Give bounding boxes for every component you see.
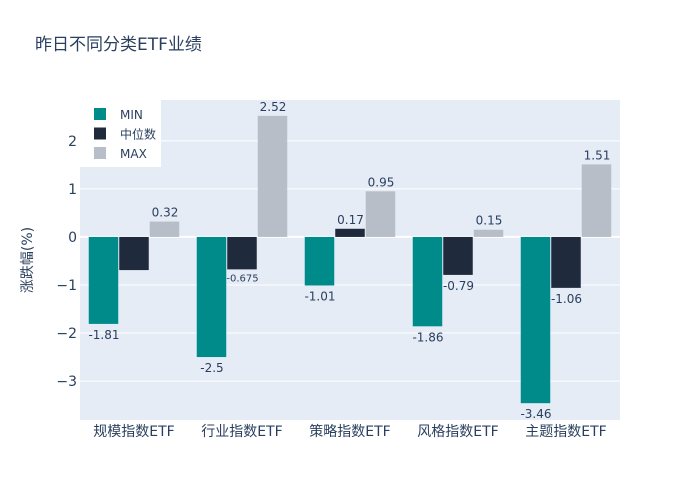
data-label: 0.15 [476, 214, 503, 228]
legend-item[interactable]: MAX [120, 147, 147, 161]
bar [551, 236, 581, 288]
data-label: -0.675 [226, 273, 258, 284]
data-label: 0.32 [152, 206, 179, 220]
y-axis-label: 涨跌幅(%) [20, 227, 36, 293]
y-tick-label: −2 [56, 326, 77, 342]
data-label: -1.01 [304, 289, 335, 303]
y-tick-label: −1 [56, 278, 77, 294]
bar [149, 221, 180, 237]
bar [119, 236, 149, 271]
x-tick-label: 主题指数ETF [525, 424, 606, 440]
x-tick-label: 行业指数ETF [201, 424, 282, 440]
bar [196, 236, 227, 358]
legend-swatch[interactable] [94, 147, 106, 159]
bar [304, 236, 335, 286]
bar [257, 115, 288, 237]
data-label: -1.81 [88, 328, 119, 342]
bar [412, 236, 443, 327]
data-label: -1.86 [412, 330, 443, 344]
bar [335, 228, 365, 237]
x-tick-label: 风格指数ETF [417, 424, 498, 440]
x-tick-label: 规模指数ETF [93, 424, 174, 440]
bar [365, 191, 396, 237]
bar [473, 229, 504, 237]
y-tick-label: 1 [68, 182, 77, 198]
chart-title: 昨日不同分类ETF业绩 [35, 35, 202, 55]
x-tick-label: 策略指数ETF [309, 423, 390, 440]
data-label: 0.95 [368, 175, 395, 189]
data-label: -2.5 [200, 361, 223, 375]
y-tick-label: −3 [56, 374, 77, 390]
y-tick-label: 2 [68, 134, 77, 150]
legend: MIN 中位数 MAX [80, 100, 161, 167]
bar [88, 236, 119, 324]
bar [443, 236, 473, 275]
data-label: 2.52 [260, 100, 287, 114]
bar [581, 164, 612, 237]
data-label: -3.46 [520, 407, 551, 421]
legend-swatch[interactable] [94, 108, 106, 120]
legend-swatch[interactable] [94, 127, 106, 140]
y-tick-label: 0 [68, 230, 77, 246]
bar [520, 236, 551, 404]
legend-item[interactable]: 中位数 [120, 127, 156, 142]
data-label: 1.51 [584, 148, 611, 162]
data-label: -0.79 [443, 279, 474, 293]
data-label: 0.17 [337, 213, 364, 227]
bar [227, 236, 257, 270]
legend-item[interactable]: MIN [120, 108, 143, 122]
data-label: -1.06 [551, 292, 582, 306]
